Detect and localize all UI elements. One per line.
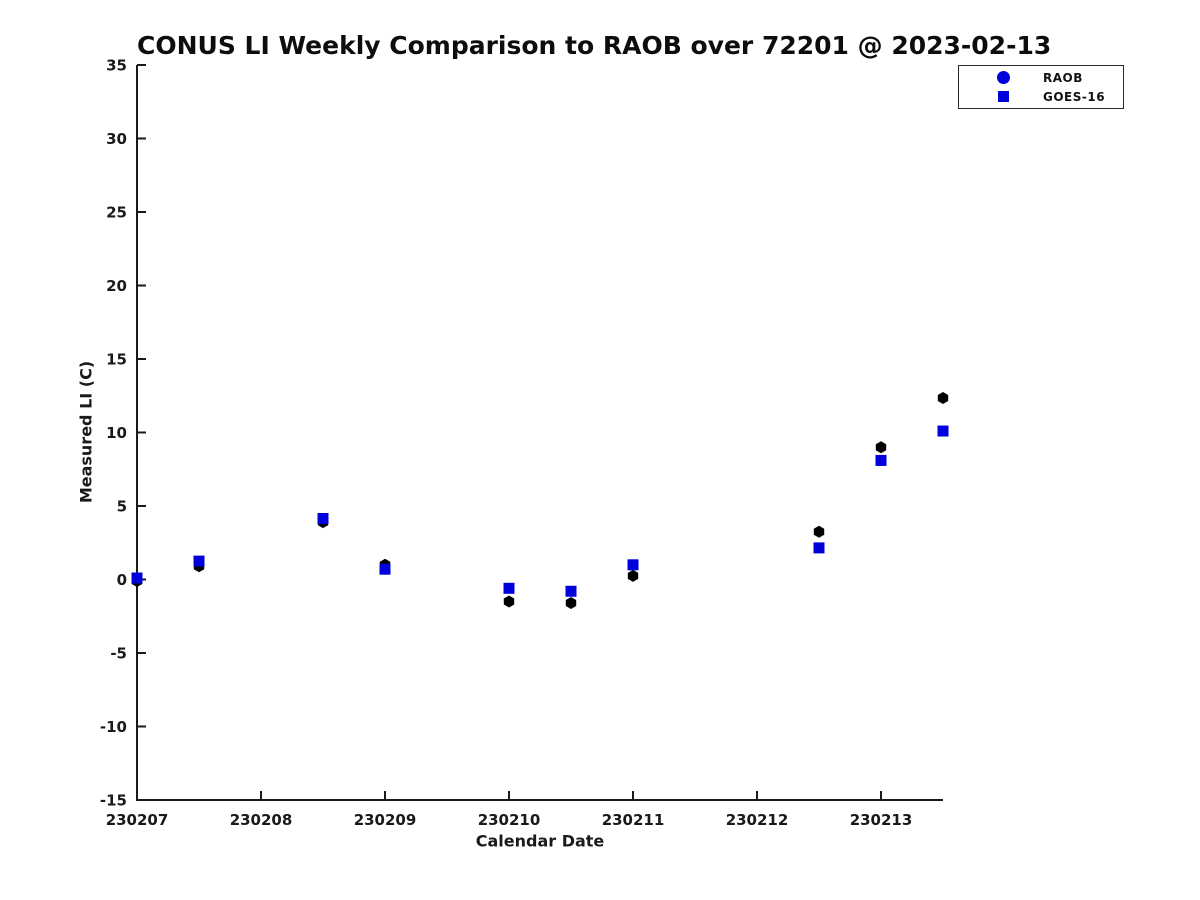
legend: RAOB GOES-16	[958, 65, 1124, 109]
y-axis-label: Measured LI (C)	[76, 360, 96, 504]
marker-goes-16	[813, 542, 825, 554]
marker-goes-16	[503, 582, 515, 594]
x-axis-label: Calendar Date	[475, 831, 605, 851]
y-tick-label: -10	[100, 718, 127, 736]
marker-goes-16	[565, 585, 577, 597]
x-tick-label: 230210	[478, 811, 541, 829]
legend-label-goes16: GOES-16	[1043, 89, 1106, 104]
y-tick-label: -15	[100, 792, 127, 810]
raob-circle-icon	[997, 71, 1010, 84]
x-tick-label: 230211	[602, 811, 665, 829]
legend-item-raob: RAOB	[959, 68, 1123, 87]
x-tick-label: 230208	[230, 811, 293, 829]
x-tick-label: 230209	[354, 811, 417, 829]
y-tick-label: 35	[106, 57, 127, 75]
x-tick-label: 230213	[850, 811, 913, 829]
y-tick-label: 5	[117, 498, 127, 516]
marker-raob	[565, 597, 577, 610]
x-tick-label: 230212	[726, 811, 789, 829]
chart-title: CONUS LI Weekly Comparison to RAOB over …	[137, 31, 1052, 60]
y-tick-label: 30	[106, 130, 127, 148]
marker-raob	[813, 525, 825, 538]
marker-raob	[627, 569, 639, 582]
goes16-square-icon	[998, 91, 1009, 102]
legend-item-goes16: GOES-16	[959, 87, 1123, 106]
y-tick-label: -5	[110, 645, 127, 663]
marker-goes-16	[193, 555, 205, 567]
marker-raob	[503, 595, 515, 608]
marker-goes-16	[317, 512, 329, 524]
marker-goes-16	[875, 454, 887, 466]
y-tick-label: 0	[117, 571, 127, 589]
marker-goes-16	[131, 572, 143, 584]
y-tick-label: 20	[106, 277, 127, 295]
marker-goes-16	[379, 563, 391, 575]
marker-goes-16	[627, 559, 639, 571]
marker-goes-16	[937, 425, 949, 437]
y-tick-label: 10	[106, 424, 127, 442]
y-tick-label: 25	[106, 204, 127, 222]
marker-raob	[937, 391, 949, 404]
marker-raob	[875, 441, 887, 454]
y-tick-label: 15	[106, 351, 127, 369]
legend-label-raob: RAOB	[1043, 70, 1083, 85]
x-tick-label: 230207	[106, 811, 169, 829]
